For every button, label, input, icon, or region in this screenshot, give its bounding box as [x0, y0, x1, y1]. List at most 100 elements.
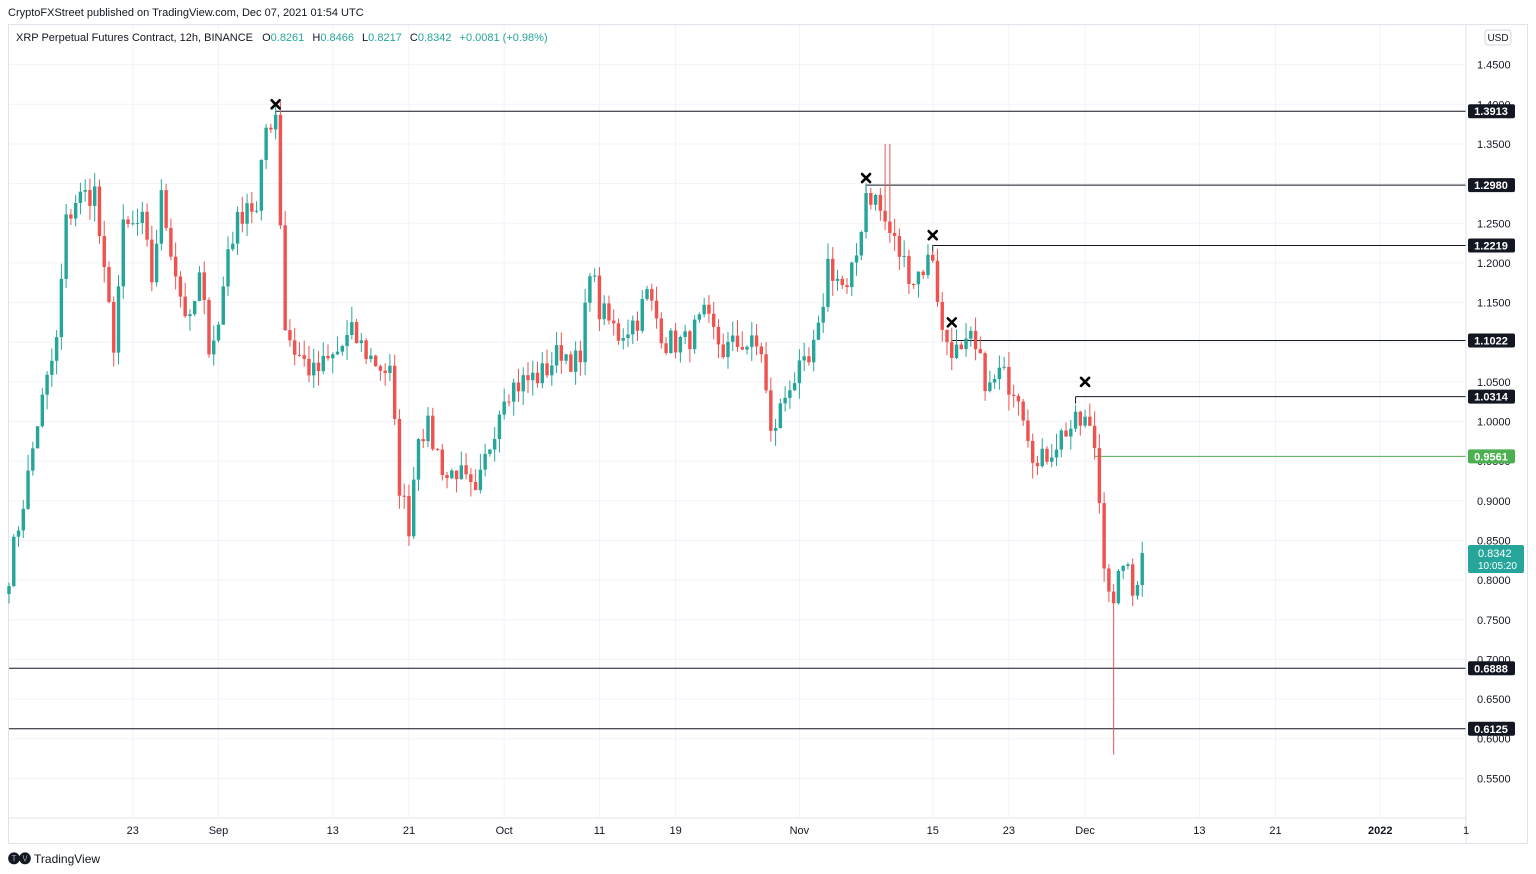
candle-body — [907, 255, 911, 284]
price-tags: 1.3913 1.2980 1.2219 1.1022 1.0314 0.9561 0.68… — [1468, 104, 1524, 736]
candle-body — [669, 330, 673, 354]
candle — [783, 386, 787, 412]
candle-body — [745, 346, 749, 350]
candle-body — [340, 346, 345, 352]
candle — [869, 187, 873, 210]
candle-body — [197, 272, 202, 301]
candle — [212, 325, 216, 366]
candle — [669, 328, 673, 354]
candle — [840, 275, 844, 289]
candle-body — [1121, 565, 1125, 571]
candle — [31, 441, 35, 476]
candle-body — [1040, 448, 1044, 467]
candle-body — [1135, 584, 1140, 596]
candle-body — [888, 221, 892, 233]
candle — [897, 228, 902, 271]
candle-body — [783, 397, 787, 404]
candle-body — [569, 354, 573, 372]
candle-body — [373, 355, 378, 367]
candle-body — [445, 474, 449, 479]
x-tick-label: 23 — [127, 825, 139, 837]
candle — [431, 407, 435, 452]
candle-body — [331, 354, 335, 359]
candle — [892, 218, 897, 251]
candle-body — [1064, 430, 1068, 437]
candle — [154, 229, 159, 287]
candle — [911, 283, 916, 289]
candle — [740, 331, 744, 351]
candle — [1059, 428, 1063, 458]
candle — [1116, 568, 1121, 605]
candle-body — [221, 286, 225, 325]
x-marker-icon — [927, 229, 939, 241]
candle-body — [1102, 503, 1106, 569]
candle-body — [216, 324, 221, 341]
candle-body — [1035, 462, 1040, 467]
candle-body — [235, 211, 240, 244]
candle-body — [326, 355, 330, 359]
candle — [288, 319, 292, 347]
currency-badge[interactable]: USD — [1484, 29, 1512, 46]
candle-body — [35, 426, 40, 449]
y-tick-label: 0.5500 — [1477, 773, 1511, 785]
candle-body — [1092, 425, 1097, 449]
candle-body — [650, 289, 654, 301]
candle — [621, 328, 625, 350]
candle — [445, 471, 449, 489]
level-tag-label: 1.3913 — [1474, 106, 1508, 118]
candle-body — [21, 508, 25, 531]
candle-body — [897, 235, 902, 257]
candle-body — [778, 403, 783, 429]
candle — [1140, 541, 1144, 597]
candle-body — [192, 300, 197, 315]
y-tick-label: 1.2500 — [1477, 218, 1511, 230]
candle-body — [1116, 570, 1121, 604]
candle-body — [202, 272, 206, 300]
candle — [797, 349, 802, 399]
candle-body — [173, 256, 178, 277]
candle — [597, 267, 602, 332]
candle-body — [983, 353, 987, 392]
x-tick-label: 13 — [327, 825, 339, 837]
candle-body — [645, 289, 649, 300]
candle-body — [954, 344, 959, 358]
candle — [645, 285, 649, 301]
last-price-label: 0.8342 — [1478, 548, 1512, 560]
candle-body — [911, 283, 916, 285]
levels — [9, 110, 1466, 730]
candle — [483, 443, 487, 477]
x-tick-label: 19 — [669, 825, 681, 837]
candle-body — [792, 383, 797, 391]
candle-body — [402, 495, 406, 497]
candle-body — [931, 254, 935, 261]
candle-body — [583, 302, 587, 363]
candle-body — [131, 223, 135, 225]
candle — [726, 331, 730, 369]
candle-body — [64, 214, 68, 279]
candle — [278, 101, 283, 230]
candle — [554, 332, 559, 373]
x-tick-label: Dec — [1075, 825, 1095, 837]
candle — [473, 469, 478, 491]
candle — [97, 179, 102, 244]
candle-body — [631, 320, 635, 335]
level-tag-label: 1.0314 — [1474, 392, 1509, 404]
candle-body — [383, 370, 387, 373]
y-tick-label: 1.0500 — [1477, 377, 1511, 389]
candle — [1002, 356, 1006, 371]
candle — [907, 249, 911, 294]
candle — [1050, 444, 1054, 468]
candle — [935, 248, 940, 307]
candle — [1078, 410, 1083, 436]
candle-body — [1083, 416, 1087, 426]
candle-body — [816, 322, 821, 340]
candle-body — [821, 306, 825, 323]
candle-body — [31, 448, 35, 471]
candle-body — [1002, 366, 1006, 368]
candle — [764, 341, 768, 394]
candle-body — [1111, 591, 1116, 604]
candle — [616, 318, 621, 345]
candle-body — [835, 278, 840, 281]
candle-body — [392, 365, 397, 419]
